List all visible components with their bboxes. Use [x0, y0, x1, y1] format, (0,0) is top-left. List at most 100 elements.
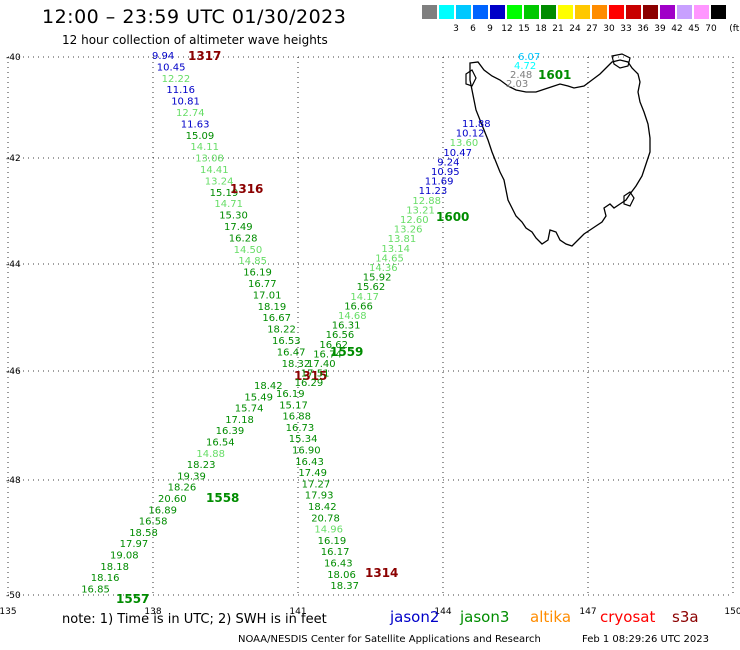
- wave-height-label: 17.40: [307, 359, 336, 370]
- wave-height-label: 13.60: [450, 138, 479, 149]
- legend-swatch: [456, 5, 471, 19]
- wave-height-label: 14.88: [196, 449, 225, 460]
- legend-swatch: [490, 5, 505, 19]
- wave-height-label: 12.74: [176, 108, 205, 119]
- wave-height-label: 9.24: [437, 157, 459, 168]
- wave-height-label: 20.60: [158, 494, 187, 505]
- wave-height-label: 16.53: [272, 336, 301, 347]
- legend-label: 6: [470, 24, 476, 34]
- legend-swatch: [626, 5, 641, 19]
- legend-swatch: [558, 5, 573, 19]
- island-maria: [623, 191, 635, 207]
- legend-label: 36: [637, 24, 649, 34]
- wave-height-label: 16.58: [139, 517, 168, 528]
- wave-height-label: 16.90: [292, 446, 321, 457]
- legend-swatch: [660, 5, 675, 19]
- wave-height-label: 15.19: [210, 188, 239, 199]
- wave-height-label: 2.03: [506, 79, 528, 90]
- wave-height-label: 12.60: [400, 215, 429, 226]
- longitude-tick-label: 150: [724, 607, 740, 617]
- map-grid: [7, 56, 734, 596]
- wave-height-label: 16.47: [277, 347, 306, 358]
- wave-height-label: 17.49: [224, 222, 253, 233]
- wave-height-label: 11.69: [425, 177, 454, 188]
- wave-height-label: 16.85: [81, 584, 110, 595]
- wave-height-label: 14.68: [338, 311, 367, 322]
- longitude-tick-label: 141: [289, 607, 306, 617]
- wave-height-label: 14.36: [369, 263, 398, 274]
- wave-height-label: 14.96: [314, 525, 343, 536]
- legend-label: 18: [535, 24, 547, 34]
- wave-height-label: 18.16: [91, 573, 120, 584]
- wave-height-label: 14.85: [238, 256, 267, 267]
- credit-text: NOAA/NESDIS Center for Satellite Applica…: [238, 634, 541, 645]
- legend-label: 45: [688, 24, 700, 34]
- wave-height-label: 17.51: [301, 369, 330, 380]
- wave-height-label: 2.48: [510, 70, 532, 81]
- pass-time-label: 1559: [330, 345, 363, 359]
- page-subtitle: 12 hour collection of altimeter wave hei…: [62, 33, 328, 47]
- page-title: 12:00 – 23:59 UTC 01/30/2023: [42, 6, 347, 28]
- wave-height-label: 18.37: [330, 581, 359, 592]
- legend-swatch: [711, 5, 726, 19]
- longitude-tick-label: 147: [579, 607, 596, 617]
- wave-height-label: 14.71: [214, 199, 243, 210]
- pass-time-label: 1557: [116, 592, 149, 606]
- legend-label: 15: [518, 24, 530, 34]
- wave-height-label: 15.62: [357, 282, 386, 293]
- wave-height-label: 13.81: [388, 234, 417, 245]
- wave-height-label: 16.31: [332, 321, 361, 332]
- wave-height-label: 17.93: [305, 491, 334, 502]
- wave-height-label: 15.30: [219, 211, 248, 222]
- longitude-tick-label: 135: [0, 607, 17, 617]
- legend-label: 3: [453, 24, 459, 34]
- legend-label: 70: [705, 24, 717, 34]
- wave-height-label: 16.77: [248, 279, 277, 290]
- latitude-tick-label: -42: [6, 154, 21, 164]
- legend-swatch: [592, 5, 607, 19]
- wave-height-label: 18.26: [168, 483, 197, 494]
- wave-height-label: 16.43: [324, 559, 353, 570]
- satellite-jason3: jason3: [460, 608, 510, 626]
- wave-height-label: 10.81: [171, 97, 200, 108]
- legend-swatch: [694, 5, 709, 19]
- wave-height-label: 16.66: [344, 301, 373, 312]
- wave-height-label: 11.63: [181, 119, 210, 130]
- pass-time-label: 1314: [365, 566, 398, 580]
- wave-height-label: 18.32: [282, 359, 311, 370]
- legend-swatch: [541, 5, 556, 19]
- pass-time-label: 1316: [230, 182, 263, 196]
- credit-date: Feb 1 08:29:26 UTC 2023: [582, 634, 709, 645]
- latitude-tick-label: -50: [6, 591, 21, 601]
- legend-swatch: [422, 5, 437, 19]
- wave-height-label: 18.42: [308, 502, 337, 513]
- satellite-cryosat: cryosat: [600, 608, 656, 626]
- wave-height-label: 17.97: [120, 539, 149, 550]
- wave-height-label: 18.06: [327, 570, 356, 581]
- wave-height-label: 18.58: [129, 528, 158, 539]
- wave-height-label: 15.17: [279, 400, 308, 411]
- satellite-s3a: s3a: [672, 608, 699, 626]
- wave-height-label: 14.41: [200, 165, 229, 176]
- pass-time-label: 1558: [206, 491, 239, 505]
- legend-label: 12: [501, 24, 513, 34]
- legend-swatch: [507, 5, 522, 19]
- legend-label: 27: [586, 24, 598, 34]
- legend-label: 30: [603, 24, 615, 34]
- wave-height-label: 13.14: [381, 244, 410, 255]
- legend-label: 33: [620, 24, 632, 34]
- wave-height-label: 16.74: [313, 349, 342, 360]
- wave-height-label: 18.19: [258, 302, 287, 313]
- wave-height-label: 18.18: [100, 562, 129, 573]
- wave-height-label: 16.28: [229, 233, 258, 244]
- tasmania-coastline: [469, 59, 651, 247]
- wave-height-label: 15.34: [289, 434, 318, 445]
- wave-height-label: 17.49: [298, 468, 327, 479]
- wave-height-label: 18.23: [187, 460, 216, 471]
- legend-label: 42: [671, 24, 683, 34]
- pass-time-label: 1600: [436, 210, 469, 224]
- legend-swatch: [643, 5, 658, 19]
- wave-height-label: 20.78: [311, 513, 340, 524]
- wave-height-label: 17.18: [225, 415, 254, 426]
- latitude-tick-label: -44: [6, 260, 21, 270]
